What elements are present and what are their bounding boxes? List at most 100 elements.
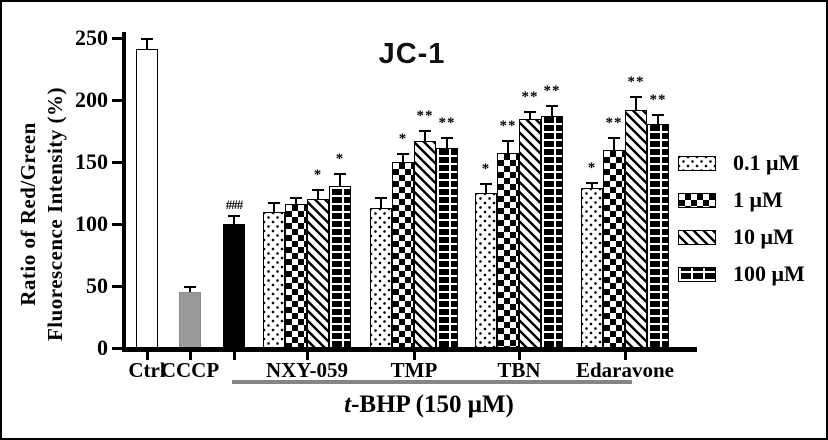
y-tick-label: 150 [75,149,108,174]
error-bar-stem [529,111,531,119]
legend-swatch-checker [678,192,716,208]
x-tick-label: NXY-059 [265,358,349,382]
significance-label: * [481,161,491,178]
y-tick-label: 250 [75,25,108,50]
y-tick [112,98,122,102]
significance-label: ** [543,82,561,99]
x-tick [623,352,627,360]
y-tick [112,222,122,226]
bar [541,116,563,350]
legend-row: 0.1 μM [678,150,805,176]
x-tick [517,352,521,360]
y-tick-label: 0 [97,335,108,360]
y-axis-line [122,32,126,352]
bar [307,199,329,350]
error-bar-stem [613,137,615,150]
y-tick [112,160,122,164]
error-bar-cap [652,113,664,116]
error-bar-cap [290,196,302,199]
t-bhp-treatment-label: t-BHP (150 μM) [249,391,609,419]
significance-label: ** [438,115,456,132]
error-bar-cap [586,181,598,184]
x-tick-label: CCCP [160,358,220,382]
bar [414,140,436,350]
bar [223,224,245,350]
x-tick [145,352,149,360]
bar [263,211,285,350]
bar [647,123,669,350]
error-bar-cap [608,137,620,140]
x-axis-line [122,347,697,352]
error-bar-stem [591,181,593,189]
x-tick-label: TMP [390,358,438,382]
error-bar-stem [551,104,553,117]
y-tick [112,36,122,40]
error-bar-cap [480,183,492,186]
significance-label: * [398,131,408,148]
bar [136,49,158,350]
error-bar-stem [657,113,659,124]
significance-label: ** [605,115,623,132]
bar [519,118,541,350]
error-bar-stem [446,137,448,149]
x-tick [412,352,416,360]
legend-row: 1 μM [678,187,805,213]
error-bar-cap [268,201,280,204]
bar [370,207,392,350]
error-bar-stem [402,153,404,162]
error-bar-stem [273,201,275,212]
legend-swatch-diag [678,229,716,245]
error-bar-cap [228,215,240,218]
significance-label: ** [521,89,539,106]
error-bar-cap [397,153,409,156]
error-bar-stem [317,189,319,200]
error-bar-stem [380,196,382,208]
bar [329,185,351,350]
x-tick [232,352,236,360]
error-bar-cap [312,189,324,192]
bar [581,188,603,350]
error-bar-stem [189,286,191,293]
significance-label: ** [416,107,434,124]
significance-label: ** [649,91,667,108]
bar [475,193,497,350]
error-bar-cap [184,286,196,288]
legend-swatch-dots [678,155,716,171]
error-bar-cap [524,111,536,114]
hash-annotation: ### [225,197,244,213]
significance-label: * [587,159,597,176]
x-tick-label: TBN [497,358,541,382]
bar [603,149,625,350]
error-bar-stem [635,96,637,110]
legend-label: 1 μM [733,187,783,212]
bar [285,204,307,350]
bar [392,162,414,350]
t-bhp-label-rest-part: -BHP (150 μM) [351,391,514,418]
error-bar-cap [630,96,642,99]
error-bar-cap [375,196,387,199]
error-bar-stem [295,196,297,205]
y-tick-label: 200 [75,87,108,112]
x-tick-label: Edaravone [575,358,674,382]
t-bhp-label-italic-part: t [344,391,352,418]
error-bar-cap [441,137,453,140]
bar [625,109,647,350]
significance-label: * [313,167,323,184]
error-bar-cap [334,173,346,176]
error-bar-stem [339,173,341,186]
x-tick [305,352,309,360]
legend: 0.1 μM 1 μM 10 μM 100 μM [678,150,805,298]
legend-label: 100 μM [733,261,805,286]
y-tick [112,346,122,350]
error-bar-stem [146,38,148,50]
error-bar-cap [419,129,431,132]
y-tick-label: 50 [86,273,108,298]
chart-title: JC-1 [378,38,446,70]
error-bar-stem [507,139,509,154]
x-tick-label: Ctrl [128,358,166,382]
y-tick [112,284,122,288]
legend-row: 10 μM [678,224,805,250]
bar [497,153,519,350]
